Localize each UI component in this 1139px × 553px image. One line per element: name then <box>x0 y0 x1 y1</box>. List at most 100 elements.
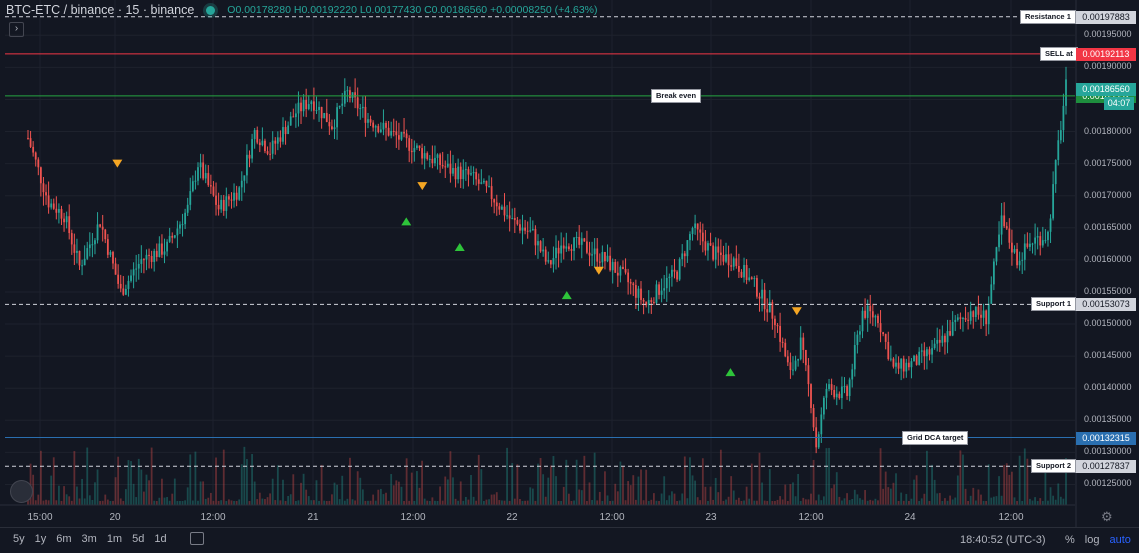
range-3m[interactable]: 3m <box>81 533 97 545</box>
volume-bar <box>106 499 109 505</box>
volume-bar <box>86 447 89 505</box>
percent-toggle[interactable]: % <box>1065 534 1075 546</box>
bar-countdown: 04:07 <box>1104 97 1134 111</box>
range-1m[interactable]: 1m <box>106 533 123 545</box>
candlestick-chart[interactable] <box>0 0 1139 527</box>
candle-body <box>294 113 297 118</box>
volume-bar <box>99 500 102 505</box>
candle-body <box>699 229 702 233</box>
candle-body <box>222 199 225 211</box>
expand-icon[interactable]: › <box>9 22 24 37</box>
volume-bar <box>907 500 910 505</box>
range-5d[interactable]: 5d <box>132 533 145 545</box>
chart-header: BTC-ETC / binance · 15 · binance O0.0017… <box>0 0 598 20</box>
candle-body <box>52 203 55 209</box>
candle-body <box>810 384 812 409</box>
break-even-label[interactable]: Break even <box>651 88 702 103</box>
candle-body <box>756 278 758 297</box>
candle-body <box>804 349 807 366</box>
volume-bar <box>155 500 158 505</box>
candle-body <box>614 261 617 273</box>
candle-body <box>32 146 35 153</box>
candle-body <box>423 153 426 159</box>
candle-body <box>534 228 537 246</box>
volume-bar <box>39 450 42 505</box>
volume-bar <box>537 463 539 505</box>
volume-bar <box>534 500 537 505</box>
candle-body <box>315 110 318 112</box>
candle-body <box>410 150 413 153</box>
candle-body <box>748 277 751 280</box>
sell-label[interactable]: SELL at <box>1040 46 1078 61</box>
candle-body <box>794 360 797 370</box>
log-toggle[interactable]: log <box>1084 534 1100 546</box>
volume-bar <box>470 474 472 505</box>
candle-body <box>549 260 552 265</box>
range-6m[interactable]: 6m <box>56 533 72 545</box>
candle-body <box>637 288 640 298</box>
volume-bar <box>624 500 627 505</box>
volume-bar <box>1039 498 1042 505</box>
candle-body <box>421 148 423 159</box>
candle-body <box>521 227 524 231</box>
volume-bar <box>161 478 163 505</box>
symbol-title[interactable]: BTC-ETC / binance · 15 · binance <box>6 3 195 17</box>
support1-price-tag: 0.00153073 <box>1076 298 1136 312</box>
candle-body <box>619 266 622 276</box>
volume-bar <box>130 461 132 505</box>
volume-bar <box>578 489 581 505</box>
candle-body <box>253 130 256 140</box>
gear-icon[interactable]: ⚙ <box>1101 509 1113 524</box>
range-5y[interactable]: 5y <box>13 533 25 545</box>
candle-body <box>418 145 421 149</box>
volume-bar <box>756 500 758 505</box>
volume-bar <box>32 474 35 505</box>
volume-bar <box>567 493 570 505</box>
time-tick-label: 24 <box>904 512 916 523</box>
candle-body <box>907 362 910 368</box>
candle-body <box>403 131 405 134</box>
candle-body <box>910 361 913 368</box>
time-tick-label: 12:00 <box>798 512 824 523</box>
clock[interactable]: 18:40:52 (UTC-3) <box>960 534 1046 546</box>
candle-body <box>895 362 897 367</box>
candle-body <box>725 254 727 262</box>
grid-dca-label[interactable]: Grid DCA target <box>902 430 969 445</box>
volume-bar <box>616 491 619 505</box>
volume-bar <box>173 478 176 505</box>
volume-bar <box>318 500 320 505</box>
auto-toggle[interactable]: auto <box>1109 534 1131 546</box>
candle-body <box>707 243 709 251</box>
volume-bar <box>331 494 333 505</box>
candle-body <box>913 355 915 362</box>
support2-label[interactable]: Support 2 <box>1031 459 1076 474</box>
volume-bar <box>395 480 398 505</box>
volume-bar <box>276 465 279 505</box>
candle-body <box>361 106 364 109</box>
candle-body <box>225 196 228 211</box>
candle-body <box>938 339 941 343</box>
candle-body <box>627 272 630 283</box>
volume-bar <box>459 481 462 505</box>
candle-body <box>529 230 532 232</box>
candle-body <box>946 331 949 343</box>
volume-bar <box>1008 474 1011 505</box>
volume-bar <box>895 473 897 505</box>
candle-body <box>985 310 988 325</box>
candle-body <box>215 195 217 205</box>
range-1d[interactable]: 1d <box>154 533 167 545</box>
calendar-icon[interactable] <box>190 532 204 545</box>
volume-bar <box>140 469 143 505</box>
support1-label[interactable]: Support 1 <box>1031 297 1076 312</box>
resistance-label[interactable]: Resistance 1 <box>1020 9 1076 24</box>
volume-bar <box>619 461 622 505</box>
volume-bar <box>475 500 478 505</box>
volume-bar <box>104 494 107 505</box>
volume-bar <box>204 498 207 505</box>
candle-body <box>37 159 40 168</box>
candle-body <box>727 254 730 266</box>
range-1y[interactable]: 1y <box>34 533 47 545</box>
candle-body <box>307 104 310 110</box>
volume-bar <box>570 500 573 505</box>
support2-price-tag: 0.00127837 <box>1076 460 1136 474</box>
